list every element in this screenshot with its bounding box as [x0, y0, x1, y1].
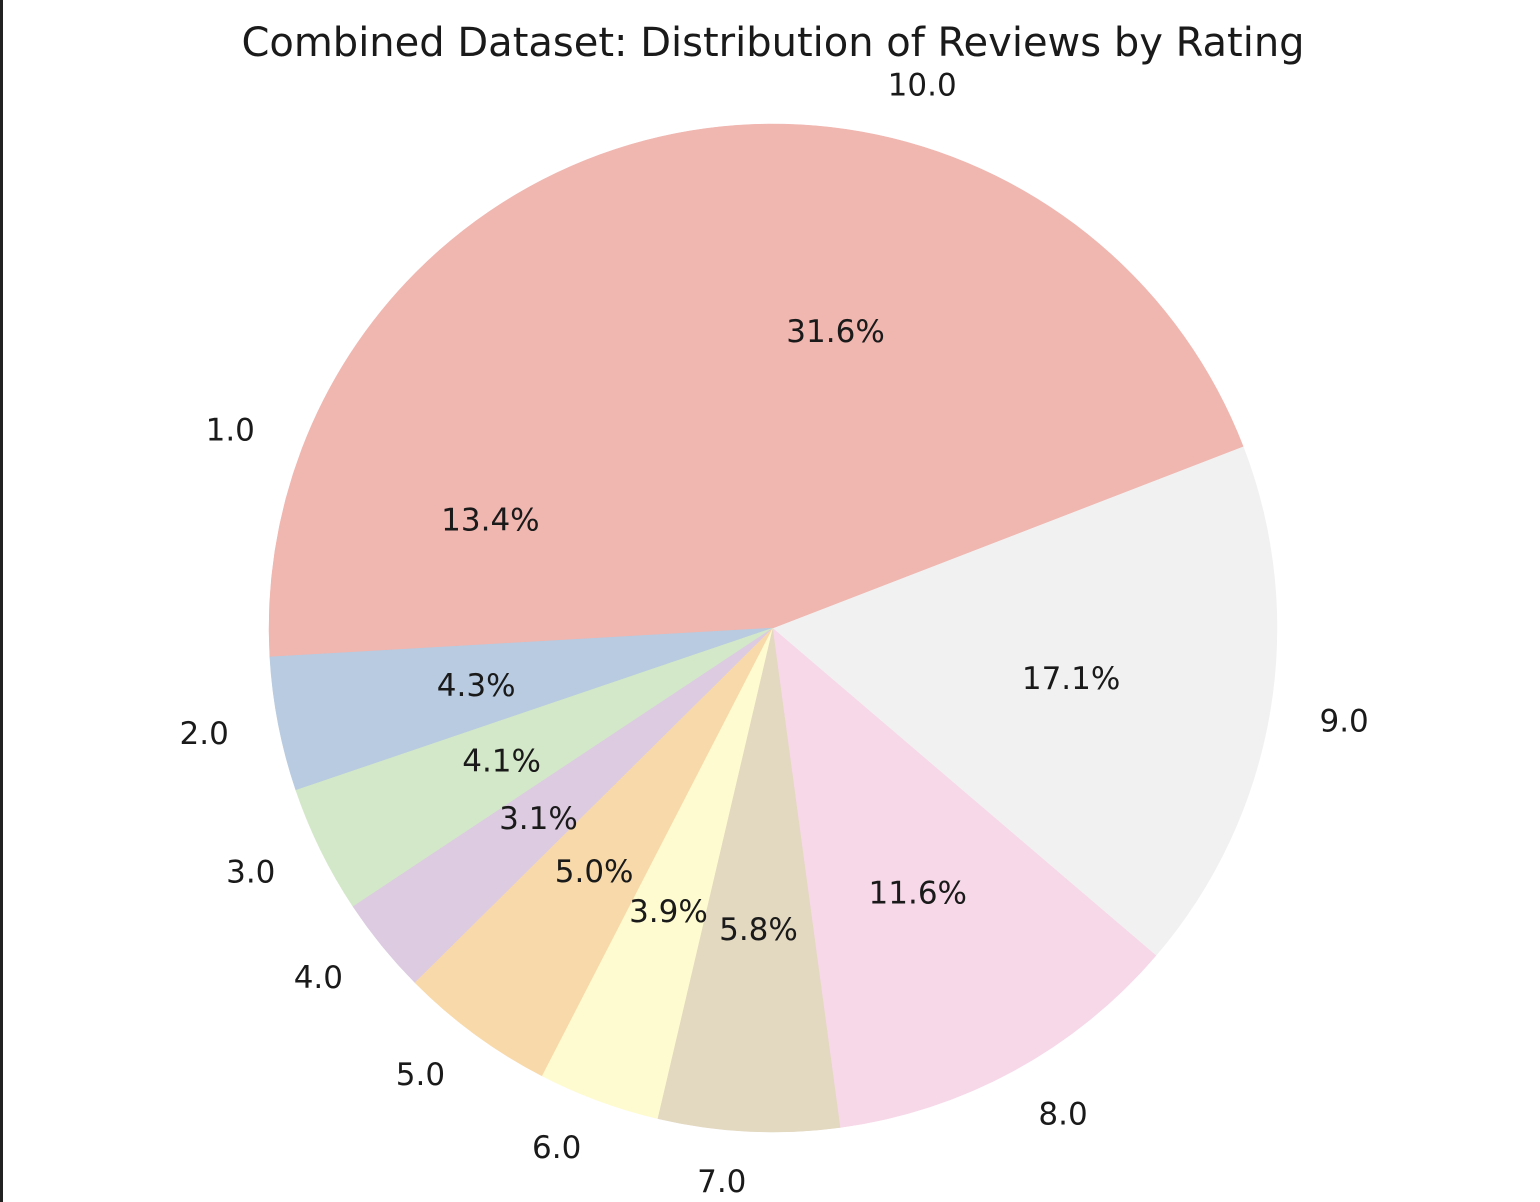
slice-label-10-0: 10.0 — [888, 68, 957, 104]
chart-title: Combined Dataset: Distribution of Review… — [241, 20, 1304, 66]
percent-label-4-0: 3.1% — [499, 801, 578, 837]
pie-slice-1-0 — [268, 271, 774, 658]
slice-label-2-0: 2.0 — [180, 716, 229, 752]
pie-slice-7-0 — [657, 627, 841, 1133]
percent-label-10-0: 31.6% — [786, 314, 884, 350]
slice-label-7-0: 7.0 — [697, 1164, 746, 1200]
pie-slices — [268, 123, 1278, 1133]
slice-label-6-0: 6.0 — [532, 1130, 581, 1166]
percent-label-1-0: 13.4% — [441, 502, 539, 538]
pie-slice-10-0 — [416, 123, 1244, 629]
percent-label-3-0: 4.1% — [462, 743, 541, 779]
slice-label-9-0: 9.0 — [1319, 703, 1368, 739]
percent-label-6-0: 3.9% — [629, 894, 708, 930]
pie-slice-8-0 — [772, 627, 1157, 1128]
slice-label-3-0: 3.0 — [226, 855, 275, 891]
slice-label-4-0: 4.0 — [294, 960, 343, 996]
percent-label-2-0: 4.3% — [437, 668, 516, 704]
pie-slice-9-0 — [772, 446, 1278, 956]
pie-slice-5-0 — [414, 627, 774, 1077]
pie-chart: Combined Dataset: Distribution of Review… — [180, 20, 1369, 1200]
category-labels: 1.0 2.0 3.0 4.0 5.0 6.0 7.0 8.0 9.0 10.0 — [180, 68, 1369, 1200]
percent-label-9-0: 17.1% — [1022, 661, 1120, 697]
percent-label-8-0: 11.6% — [869, 875, 967, 911]
percent-label-7-0: 5.8% — [719, 912, 798, 948]
slice-label-5-0: 5.0 — [396, 1057, 445, 1093]
percent-labels: 13.4% 4.3% 4.1% 3.1% 5.0% 3.9% 5.8% 11.6% 17.1% 3… — [437, 314, 1121, 948]
slice-label-1-0: 1.0 — [206, 413, 255, 449]
slice-label-8-0: 8.0 — [1038, 1097, 1087, 1133]
percent-label-5-0: 5.0% — [555, 854, 634, 890]
